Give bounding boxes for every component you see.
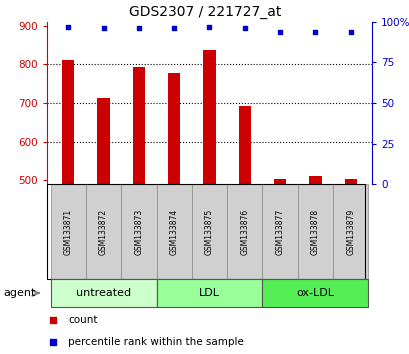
Bar: [297, 184, 333, 279]
Point: [50, 339, 56, 345]
Bar: [308, 176, 321, 184]
Text: GSM133872: GSM133872: [99, 209, 108, 255]
Text: percentile rank within the sample: percentile rank within the sample: [68, 337, 243, 347]
Bar: [156, 279, 262, 307]
Text: GSM133878: GSM133878: [310, 209, 319, 255]
Text: GSM133875: GSM133875: [204, 209, 213, 255]
Text: GSM133873: GSM133873: [134, 209, 143, 255]
Bar: [62, 60, 74, 184]
Text: GSM133879: GSM133879: [346, 209, 355, 255]
Bar: [203, 50, 215, 184]
Point: [65, 24, 71, 30]
Point: [135, 25, 142, 31]
Bar: [50, 184, 85, 279]
Bar: [121, 184, 156, 279]
Bar: [262, 184, 297, 279]
Text: LDL: LDL: [198, 288, 220, 298]
Bar: [156, 184, 191, 279]
Bar: [238, 106, 250, 184]
Text: GSM133876: GSM133876: [240, 209, 249, 255]
Point: [276, 29, 283, 35]
Text: GDS2307 / 221727_at: GDS2307 / 221727_at: [128, 5, 281, 19]
Bar: [273, 179, 285, 184]
Bar: [168, 73, 180, 184]
Point: [171, 25, 177, 31]
Text: untreated: untreated: [76, 288, 131, 298]
Text: GSM133877: GSM133877: [275, 209, 284, 255]
Point: [50, 317, 56, 323]
Bar: [85, 184, 121, 279]
Point: [100, 25, 106, 31]
Point: [206, 24, 212, 30]
Point: [241, 25, 247, 31]
Text: GSM133871: GSM133871: [63, 209, 72, 255]
Bar: [50, 279, 156, 307]
Bar: [133, 67, 145, 184]
Bar: [227, 184, 262, 279]
Text: agent: agent: [3, 288, 35, 298]
Bar: [333, 184, 368, 279]
Bar: [191, 184, 227, 279]
Bar: [97, 98, 110, 184]
Point: [347, 29, 353, 35]
Text: count: count: [68, 315, 97, 325]
Text: ox-LDL: ox-LDL: [296, 288, 334, 298]
Point: [311, 29, 318, 35]
Bar: [344, 179, 356, 184]
Text: GSM133874: GSM133874: [169, 209, 178, 255]
Bar: [262, 279, 368, 307]
